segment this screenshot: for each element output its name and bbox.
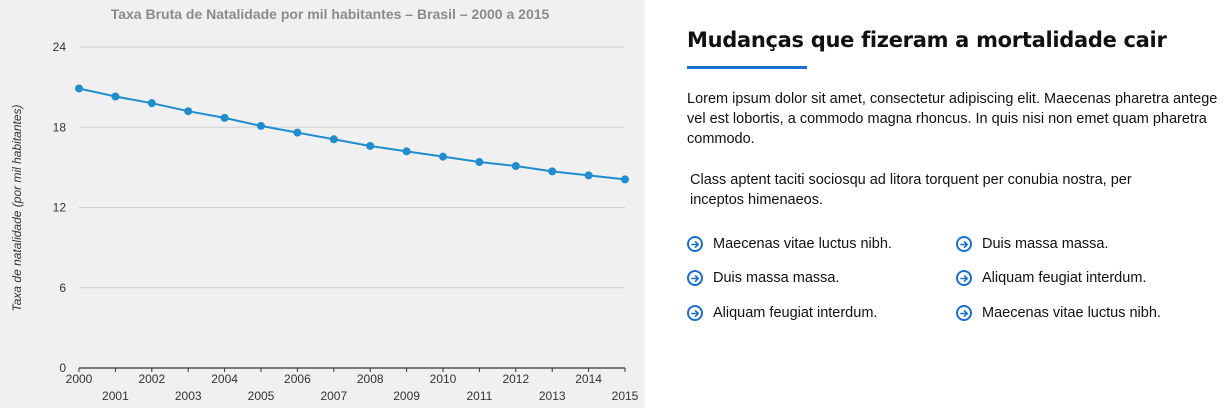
data-point [75, 84, 83, 93]
x-tick-label: 2003 [175, 389, 202, 403]
article-heading: Mudanças que fizeram a mortalidade cair [687, 28, 1167, 52]
data-point [366, 141, 375, 150]
x-tick-label: 2011 [466, 389, 492, 403]
x-tick-label: 2004 [211, 372, 238, 386]
data-point [402, 147, 411, 156]
x-tick-label: 2006 [284, 372, 311, 386]
x-tick-label: 2012 [502, 372, 529, 386]
data-point [293, 128, 302, 137]
x-tick-label: 2013 [539, 389, 566, 403]
data-point [257, 121, 265, 130]
y-tick-label: 18 [53, 120, 67, 134]
y-tick-label: 6 [59, 281, 66, 295]
bullet-label: Maecenas vitae luctus nibh. [982, 305, 1161, 321]
bullet-item: Duis massa massa. [687, 267, 840, 289]
data-point [184, 107, 193, 116]
data-point [621, 175, 629, 184]
data-point [511, 162, 520, 171]
x-tick-label: 2002 [138, 372, 165, 386]
data-point [584, 171, 593, 180]
series-birth-rate [75, 84, 629, 184]
x-tick-label: 2009 [393, 389, 420, 403]
y-tick-label: 24 [53, 40, 67, 54]
data-point [475, 158, 484, 167]
data-point [439, 152, 447, 161]
data-point [111, 92, 120, 101]
bullet-label: Maecenas vitae luctus nibh. [713, 236, 892, 252]
bullet-label: Aliquam feugiat interdum. [713, 305, 878, 321]
article-paragraph-2: Class aptent taciti sociosqu ad litora t… [690, 172, 1132, 208]
arrow-right-circle-icon [956, 270, 972, 286]
x-tick-label: 2010 [430, 372, 457, 386]
data-point [329, 135, 338, 144]
chart-title: Taxa Bruta de Natalidade por mil habitan… [111, 6, 550, 22]
bullet-item: Maecenas vitae luctus nibh. [956, 302, 1161, 324]
x-tick-label: 2005 [248, 389, 275, 403]
x-tick-label: 2001 [102, 389, 129, 403]
heading-underline [687, 66, 807, 69]
article-paragraph-1: Lorem ipsum dolor sit amet, consectetur … [687, 91, 1218, 147]
x-tick-label: 2000 [66, 372, 93, 386]
x-axis-ticks: 2000 2001 2002 2003 2004 2005 2006 2007 2008 2009… [66, 368, 639, 403]
bullet-item: Aliquam feugiat interdum. [687, 302, 877, 324]
bullet-item: Duis massa massa. [956, 233, 1109, 255]
arrow-right-circle-icon [687, 270, 703, 286]
x-tick-label: 2008 [357, 372, 384, 386]
bullet-label: Aliquam feugiat interdum. [982, 270, 1147, 286]
y-axis-label: Taxa de natalidade (por mil habitantes) [10, 104, 24, 311]
y-axis-ticks: 0 6 12 18 24 [53, 40, 67, 375]
line-chart: Taxa Bruta de Natalidade por mil habitan… [10, 6, 639, 403]
chart-panel: Taxa Bruta de Natalidade por mil habitan… [0, 0, 645, 408]
gridlines [79, 46, 625, 369]
bullet-item: Aliquam feugiat interdum. [956, 267, 1146, 289]
data-point [147, 99, 156, 108]
data-point [548, 167, 557, 176]
series-line [78, 87, 626, 181]
x-tick-label: 2015 [612, 389, 639, 403]
article-panel: Mudanças que fizeram a mortalidade cair … [687, 0, 1227, 408]
x-tick-label: 2014 [575, 372, 602, 386]
arrow-right-circle-icon [956, 236, 972, 252]
x-tick-label: 2007 [320, 389, 347, 403]
arrow-right-circle-icon [687, 236, 703, 252]
arrow-right-circle-icon [687, 305, 703, 321]
bullet-label: Duis massa massa. [713, 270, 840, 286]
y-tick-label: 0 [59, 361, 66, 375]
data-point [220, 113, 229, 122]
bullet-label: Duis massa massa. [982, 236, 1109, 252]
y-tick-label: 12 [53, 201, 67, 215]
arrow-right-circle-icon [956, 305, 972, 321]
bullet-item: Maecenas vitae luctus nibh. [687, 233, 892, 255]
bullet-list: Maecenas vitae luctus nibh. Duis massa ma… [687, 234, 1227, 344]
